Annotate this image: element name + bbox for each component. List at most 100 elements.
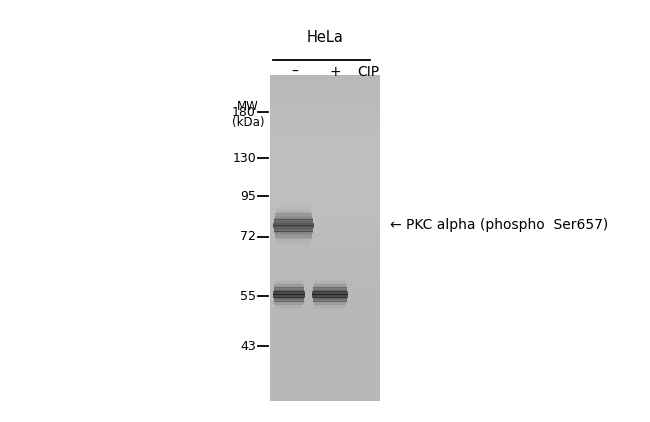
Bar (270, 144, 380, 149)
Bar (312, 294, 348, 295)
Text: 72: 72 (240, 230, 256, 243)
Bar (276, 210, 311, 211)
Bar (314, 304, 346, 306)
Text: HeLa: HeLa (307, 30, 343, 45)
Bar (270, 347, 380, 352)
Text: 55: 55 (240, 289, 256, 303)
Bar (274, 300, 304, 302)
Bar (314, 282, 346, 283)
Bar (313, 287, 347, 289)
Bar (315, 308, 345, 309)
Bar (275, 237, 312, 238)
Bar (274, 297, 305, 298)
Bar (270, 290, 380, 295)
Bar (274, 233, 313, 234)
Bar (314, 283, 346, 284)
Bar (273, 226, 314, 227)
Bar (277, 245, 310, 246)
Bar (276, 279, 303, 280)
Bar (270, 217, 380, 222)
Bar (270, 270, 380, 275)
Bar (270, 176, 380, 181)
Bar (274, 230, 313, 232)
Bar (315, 279, 345, 280)
Bar (270, 209, 380, 214)
Bar (270, 246, 380, 250)
Bar (270, 384, 380, 388)
Bar (270, 238, 380, 242)
Bar (273, 292, 305, 293)
Bar (270, 205, 380, 210)
Bar (314, 306, 346, 307)
Bar (275, 305, 303, 306)
Text: –: – (292, 65, 298, 79)
Bar (274, 230, 313, 231)
Bar (314, 284, 346, 285)
Bar (274, 218, 313, 219)
Bar (270, 136, 380, 141)
Bar (275, 235, 312, 236)
Bar (315, 309, 345, 310)
Bar (277, 206, 310, 207)
Bar (313, 290, 347, 292)
Bar (274, 284, 304, 285)
Bar (270, 132, 380, 136)
Bar (270, 396, 380, 400)
Bar (270, 241, 380, 246)
Bar (270, 355, 380, 360)
Bar (276, 241, 311, 242)
Bar (274, 229, 313, 230)
Bar (275, 281, 303, 282)
Bar (274, 223, 313, 224)
Bar (270, 99, 380, 104)
Bar (274, 220, 313, 221)
Bar (276, 242, 311, 243)
Bar (270, 306, 380, 311)
Text: CIP: CIP (357, 65, 379, 79)
Text: ← PKC alpha (phospho  Ser657): ← PKC alpha (phospho Ser657) (390, 218, 608, 232)
Bar (274, 231, 313, 233)
Bar (276, 243, 311, 244)
Bar (270, 327, 380, 331)
Bar (275, 282, 303, 283)
Bar (270, 319, 380, 323)
Bar (270, 156, 380, 161)
Bar (270, 335, 380, 340)
Bar (270, 79, 380, 84)
Bar (275, 234, 312, 235)
Bar (270, 376, 380, 380)
Bar (270, 262, 380, 266)
Bar (275, 236, 312, 237)
Bar (270, 87, 380, 92)
Bar (270, 103, 380, 108)
Bar (274, 289, 304, 290)
Bar (274, 300, 304, 301)
Bar (270, 83, 380, 88)
Bar (270, 221, 380, 226)
Bar (274, 219, 313, 220)
Bar (276, 207, 311, 208)
Bar (270, 360, 380, 364)
Bar (313, 289, 347, 290)
Bar (313, 300, 347, 302)
Bar (270, 168, 380, 173)
Bar (270, 343, 380, 348)
Bar (277, 244, 310, 245)
Bar (270, 185, 380, 189)
Bar (274, 290, 304, 292)
Bar (276, 240, 311, 241)
Bar (270, 371, 380, 376)
Bar (270, 233, 380, 238)
Bar (313, 286, 346, 287)
Bar (313, 301, 346, 302)
Bar (270, 392, 380, 396)
Bar (270, 286, 380, 291)
Bar (270, 278, 380, 283)
Bar (270, 225, 380, 230)
Bar (270, 124, 380, 128)
Bar (276, 308, 303, 309)
Bar (276, 213, 311, 214)
Bar (270, 193, 380, 197)
Text: 180: 180 (232, 106, 256, 119)
Bar (274, 301, 304, 302)
